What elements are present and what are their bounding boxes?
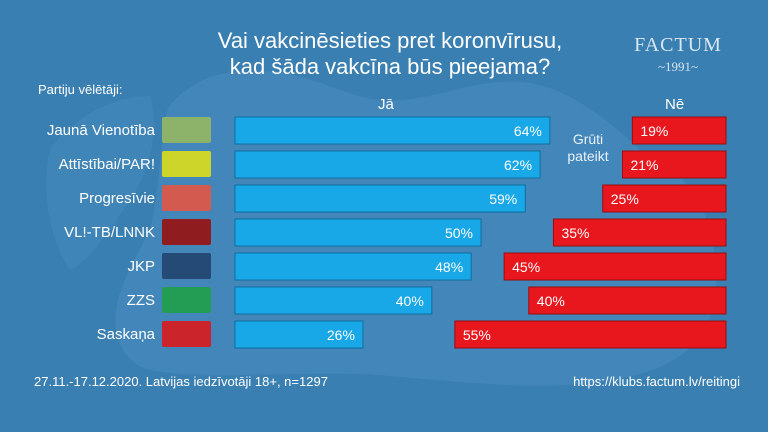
no-bar	[528, 286, 727, 315]
column-header-unsure: Grūti pateikt	[567, 131, 608, 164]
yes-bar-label: 48%	[435, 259, 463, 275]
no-bar	[503, 252, 727, 281]
logo-name: FACTUM	[634, 34, 722, 56]
no-bar-label: 21%	[630, 157, 658, 173]
party-label: VL!-TB/LNNK	[64, 224, 155, 241]
party-color-swatch	[162, 219, 211, 245]
yes-bar-label: 50%	[445, 225, 473, 241]
no-bar-label: 40%	[537, 293, 565, 309]
yes-bar-label: 26%	[327, 327, 355, 343]
no-bar	[454, 320, 727, 349]
party-label: Saskaņa	[96, 326, 155, 343]
party-color-swatch	[162, 253, 211, 279]
yes-bar	[234, 116, 551, 145]
factum-logo: FACTUM ~1991~	[618, 34, 738, 75]
yes-bar-label: 64%	[514, 123, 542, 139]
yes-bar	[234, 286, 433, 315]
no-bar-label: 25%	[611, 191, 639, 207]
column-header-yes: Jā	[378, 96, 394, 113]
party-color-swatch	[162, 185, 211, 211]
party-label: JKP	[127, 258, 155, 275]
party-label: Attīstībai/PAR!	[58, 156, 155, 173]
yes-bar	[234, 320, 364, 349]
party-color-swatch	[162, 151, 211, 177]
no-bar	[621, 150, 727, 179]
party-label: Progresīvie	[79, 190, 155, 207]
party-color-swatch	[162, 117, 211, 143]
no-bar-label: 45%	[512, 259, 540, 275]
logo-year: ~1991~	[657, 59, 699, 74]
footer-url[interactable]: https://klubs.factum.lv/reitingi	[573, 374, 740, 389]
party-color-swatch	[162, 321, 211, 347]
title-line-2: kad šāda vakcīna būs pieejama?	[229, 54, 551, 79]
yes-bar	[234, 218, 482, 247]
party-label: ZZS	[126, 292, 155, 309]
footer-survey-info: 27.11.-17.12.2020. Latvijas iedzīvotāji …	[34, 374, 328, 389]
yes-bar	[234, 252, 472, 281]
subhead: Partiju vēlētāji:	[38, 82, 123, 97]
chart-title: Vai vakcinēsieties pret koronvīrusu, kad…	[150, 28, 630, 80]
party-color-swatch	[162, 287, 211, 313]
yes-bar-label: 59%	[489, 191, 517, 207]
party-label: Jaunā Vienotība	[46, 122, 155, 139]
column-header-no: Nē	[665, 96, 685, 113]
no-bar-label: 19%	[640, 123, 668, 139]
title-line-1: Vai vakcinēsieties pret koronvīrusu,	[217, 28, 563, 53]
no-bar	[552, 218, 727, 247]
no-bar-label: 35%	[561, 225, 589, 241]
no-bar-label: 55%	[463, 327, 491, 343]
no-bar	[602, 184, 727, 213]
yes-bar	[234, 184, 526, 213]
yes-bar	[234, 150, 541, 179]
no-bar	[631, 116, 727, 145]
yes-bar-label: 62%	[504, 157, 532, 173]
yes-bar-label: 40%	[396, 293, 424, 309]
